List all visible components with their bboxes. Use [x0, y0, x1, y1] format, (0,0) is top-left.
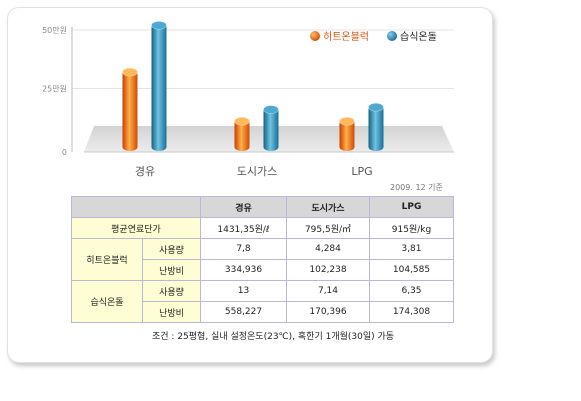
bar-ondol-0	[151, 21, 167, 151]
x-category-label: 경유	[135, 165, 155, 178]
bar-cap	[263, 105, 279, 114]
table-cell: 558,227	[200, 301, 287, 323]
y-tick-label: 0	[62, 148, 67, 157]
bar-cap	[122, 67, 138, 77]
bar-body	[234, 121, 250, 151]
bar-heaton-1	[234, 116, 250, 151]
bar-body	[339, 121, 355, 151]
bar-body	[368, 107, 384, 151]
row-label: 평균연료단가	[71, 217, 201, 239]
table-row: 난방비 558,227 170,396 174,308	[72, 301, 454, 323]
table-cell: 7,8	[200, 238, 287, 260]
x-category-label: 도시가스	[237, 165, 277, 178]
header-cell: LPG	[369, 196, 454, 218]
x-category-label: LPG	[351, 165, 372, 178]
bar-cap	[339, 116, 355, 126]
table-cell: 104,585	[369, 259, 454, 281]
y-tick-label: 25만원	[42, 85, 67, 94]
row-group-label: 히트온블럭	[71, 238, 143, 281]
header-cell: 도시가스	[286, 196, 370, 218]
legend-label: 습식온돌	[400, 31, 437, 43]
legend-marker	[387, 31, 397, 41]
table-header-row: 경유 도시가스 LPG	[71, 196, 454, 218]
table-cell: 4,284	[286, 238, 370, 260]
table-cell: 3,81	[369, 238, 454, 260]
bar-cap	[368, 102, 384, 112]
table-cell: 13	[200, 280, 287, 302]
header-blank	[71, 196, 201, 218]
condition-note: 조건 : 25평형, 실내 설정온도(23℃), 혹한기 1개월(30일) 가동	[152, 332, 395, 342]
bar-chart: 0 25만원 50만원 경유 도시가스 LPG 히트온블럭 습식온돌	[42, 21, 454, 178]
row-sub-label: 난방비	[142, 301, 201, 323]
bar-cap	[151, 21, 167, 30]
bar-ondol-2	[368, 102, 384, 151]
row-group-label: 습식온돌	[71, 280, 143, 323]
table-cell: 795,5원/㎥	[286, 217, 370, 239]
row-sub-label: 사용량	[142, 238, 201, 260]
bar-body	[151, 25, 167, 151]
y-tick-label: 50만원	[42, 26, 67, 35]
bar-heaton-0	[122, 67, 138, 151]
legend-marker	[310, 31, 320, 41]
bar-heaton-2	[339, 116, 355, 151]
date-note: 2009. 12 기준	[390, 183, 443, 192]
table-cell: 7,14	[286, 280, 370, 302]
table-cell: 174,308	[369, 301, 454, 323]
bar-body	[122, 72, 138, 151]
bar-body	[263, 109, 279, 151]
table-row: 히트온블럭 사용량 7,8 4,284 3,81	[71, 238, 454, 281]
bar-ondol-1	[263, 105, 279, 151]
table-cell: 6,35	[369, 280, 454, 302]
header-cell: 경유	[200, 196, 287, 218]
table-row: 습식온돌 사용량 13 7,14 6,35	[71, 280, 454, 323]
cost-table: 경유 도시가스 LPG 평균연료단가 1431,35원/ℓ 795,5원/㎥ 915원/kg…	[71, 196, 454, 323]
table-cell: 1431,35원/ℓ	[200, 217, 287, 239]
table-cell: 334,936	[200, 259, 287, 281]
table-row: 평균연료단가 1431,35원/ℓ 795,5원/㎥ 915원/kg	[71, 217, 454, 239]
row-sub-label: 사용량	[142, 280, 201, 302]
bar-cap	[234, 116, 250, 126]
table-cell: 915원/kg	[369, 217, 454, 239]
row-sub-label: 난방비	[142, 259, 201, 281]
table-cell: 170,396	[286, 301, 370, 323]
legend-label: 히트온블럭	[323, 31, 369, 43]
table-cell: 102,238	[286, 259, 370, 281]
